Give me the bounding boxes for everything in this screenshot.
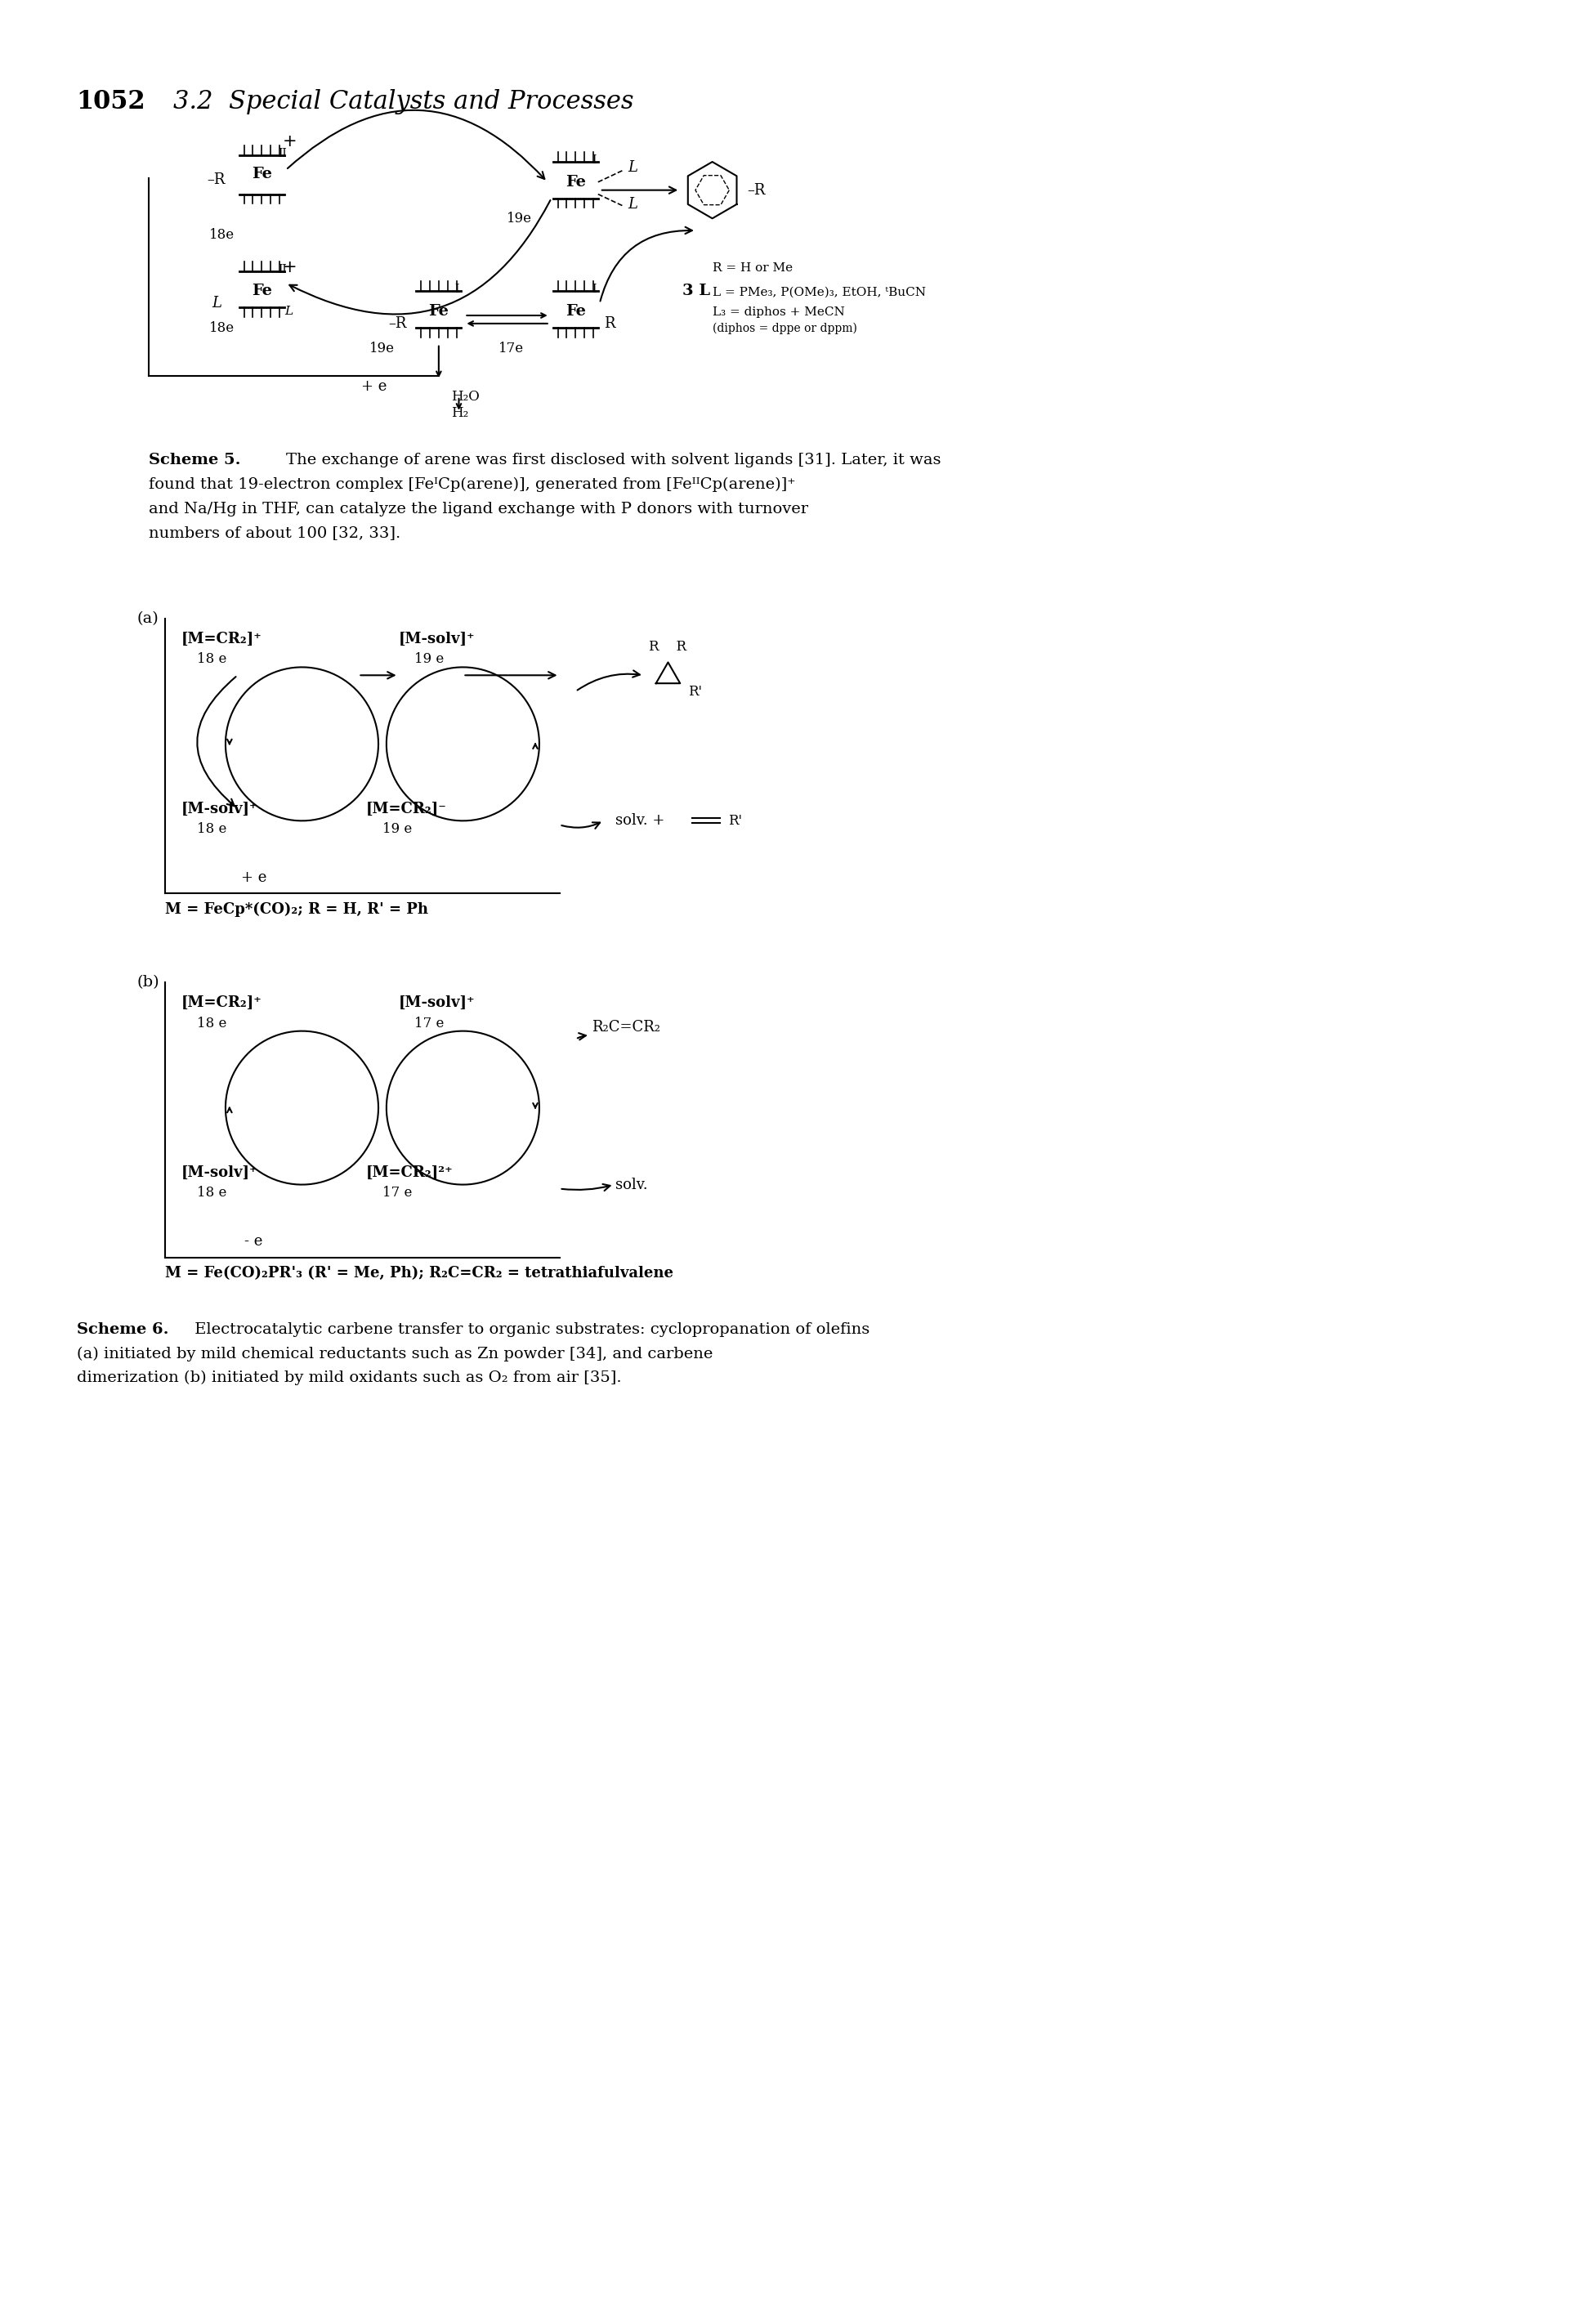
- Text: 17 e: 17 e: [415, 1017, 444, 1031]
- Text: L = PMe₃, P(OMe)₃, EtOH, ᵗBuCN: L = PMe₃, P(OMe)₃, EtOH, ᵗBuCN: [712, 286, 926, 298]
- Text: 18 e: 18 e: [198, 1017, 227, 1031]
- FancyArrowPatch shape: [562, 821, 600, 828]
- Text: 18 e: 18 e: [198, 821, 227, 835]
- FancyArrowPatch shape: [602, 187, 677, 194]
- Text: Fe: Fe: [252, 284, 271, 298]
- Text: [M=CR₂]⁻: [M=CR₂]⁻: [367, 801, 447, 817]
- Text: The exchange of arene was first disclosed with solvent ligands [31]. Later, it w: The exchange of arene was first disclose…: [286, 452, 940, 468]
- Text: –R: –R: [747, 182, 764, 198]
- Text: 18e: 18e: [209, 321, 235, 335]
- Text: 19e: 19e: [506, 212, 531, 226]
- Text: L₃ = diphos + MeCN: L₃ = diphos + MeCN: [712, 307, 844, 318]
- Text: M = Fe(CO)₂PR'₃ (R' = Me, Ph); R₂C=CR₂ = tetrathiafulvalene: M = Fe(CO)₂PR'₃ (R' = Me, Ph); R₂C=CR₂ =…: [164, 1267, 674, 1280]
- Text: +: +: [282, 134, 297, 150]
- Text: H₂: H₂: [450, 406, 468, 420]
- Text: L: L: [627, 198, 638, 212]
- Text: +: +: [282, 258, 297, 275]
- Text: R': R': [728, 814, 742, 828]
- Text: 18 e: 18 e: [198, 1186, 227, 1200]
- Text: Scheme 6.: Scheme 6.: [77, 1322, 169, 1336]
- Text: I: I: [592, 155, 595, 166]
- Text: [M-solv]⁺: [M-solv]⁺: [399, 994, 476, 1010]
- Text: M = FeCp*(CO)₂; R = H, R' = Ph: M = FeCp*(CO)₂; R = H, R' = Ph: [164, 902, 428, 918]
- Text: R₂C=CR₂: R₂C=CR₂: [592, 1020, 661, 1034]
- Text: 17e: 17e: [498, 341, 523, 355]
- Text: solv. +: solv. +: [616, 814, 666, 828]
- Text: [M=CR₂]²⁺: [M=CR₂]²⁺: [367, 1165, 453, 1179]
- Text: R': R': [688, 685, 702, 699]
- Text: + e: + e: [362, 378, 388, 394]
- Text: dimerization (b) initiated by mild oxidants such as O₂ from air [35].: dimerization (b) initiated by mild oxida…: [77, 1370, 621, 1387]
- Text: Fe: Fe: [252, 166, 271, 182]
- Text: 18e: 18e: [209, 228, 235, 242]
- Text: numbers of about 100 [32, 33].: numbers of about 100 [32, 33].: [148, 526, 401, 540]
- Text: R = H or Me: R = H or Me: [712, 263, 793, 275]
- Text: L: L: [212, 295, 222, 311]
- FancyArrowPatch shape: [600, 226, 693, 302]
- Text: (a): (a): [137, 611, 160, 625]
- Text: 19 e: 19 e: [415, 653, 444, 667]
- Text: 1052: 1052: [77, 90, 145, 115]
- FancyArrowPatch shape: [578, 671, 640, 690]
- Text: [M-solv]⁺: [M-solv]⁺: [182, 801, 257, 817]
- Text: [M=CR₂]⁺: [M=CR₂]⁺: [182, 632, 262, 646]
- Text: solv.: solv.: [616, 1177, 648, 1193]
- Text: (b): (b): [137, 976, 160, 990]
- FancyArrowPatch shape: [361, 671, 394, 678]
- Text: I: I: [592, 284, 595, 295]
- Text: 3.2  Special Catalysts and Processes: 3.2 Special Catalysts and Processes: [174, 90, 634, 115]
- Text: 3 L: 3 L: [683, 284, 710, 298]
- Text: (a) initiated by mild chemical reductants such as Zn powder [34], and carbene: (a) initiated by mild chemical reductant…: [77, 1347, 713, 1361]
- FancyArrowPatch shape: [464, 671, 555, 678]
- Text: –R: –R: [388, 316, 407, 330]
- FancyArrowPatch shape: [198, 676, 236, 805]
- Text: II: II: [278, 263, 287, 275]
- Text: L: L: [627, 159, 638, 175]
- Text: Fe: Fe: [565, 175, 586, 189]
- Text: 19 e: 19 e: [383, 821, 412, 835]
- Text: R: R: [603, 316, 614, 330]
- FancyArrowPatch shape: [287, 111, 544, 180]
- Text: [M=CR₂]⁺: [M=CR₂]⁺: [182, 994, 262, 1010]
- FancyArrowPatch shape: [578, 1034, 586, 1040]
- Text: –R: –R: [207, 173, 225, 187]
- Text: (diphos = dppe or dppm): (diphos = dppe or dppm): [712, 323, 857, 335]
- Text: 19e: 19e: [370, 341, 396, 355]
- Text: II: II: [278, 148, 287, 159]
- Text: and Na/Hg in THF, can catalyze the ligand exchange with P donors with turnover: and Na/Hg in THF, can catalyze the ligan…: [148, 501, 809, 517]
- Text: I: I: [455, 284, 460, 295]
- Text: + e: + e: [241, 870, 267, 884]
- Text: R    R: R R: [650, 639, 686, 653]
- Text: 18 e: 18 e: [198, 653, 227, 667]
- Text: [M-solv]⁺: [M-solv]⁺: [399, 632, 476, 646]
- Text: found that 19-electron complex [FeᴵCp(arene)], generated from [FeᴵᴵCp(arene)]⁺: found that 19-electron complex [FeᴵCp(ar…: [148, 478, 796, 491]
- Text: - e: - e: [244, 1234, 263, 1248]
- FancyArrowPatch shape: [562, 1183, 610, 1190]
- Text: [M-solv]⁺: [M-solv]⁺: [182, 1165, 257, 1179]
- Text: 17 e: 17 e: [383, 1186, 412, 1200]
- Text: Electrocatalytic carbene transfer to organic substrates: cyclopropanation of ole: Electrocatalytic carbene transfer to org…: [190, 1322, 870, 1336]
- Text: Scheme 5.: Scheme 5.: [148, 452, 241, 468]
- Text: Fe: Fe: [565, 305, 586, 318]
- Text: L: L: [284, 307, 292, 316]
- Text: Fe: Fe: [429, 305, 448, 318]
- FancyArrowPatch shape: [289, 201, 551, 314]
- Text: H₂O: H₂O: [450, 390, 479, 404]
